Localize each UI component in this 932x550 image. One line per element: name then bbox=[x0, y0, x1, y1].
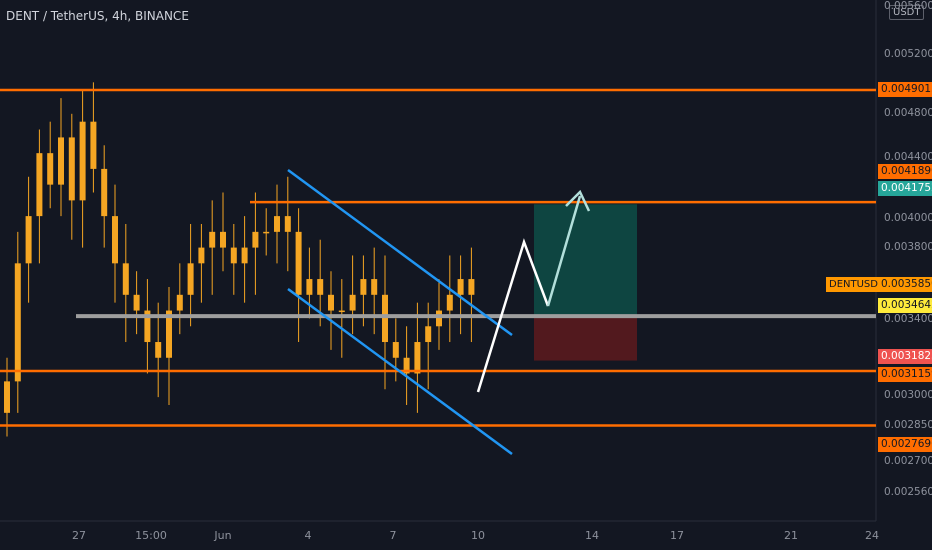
candle-body bbox=[4, 381, 10, 413]
candle-body bbox=[338, 310, 345, 313]
candle-body bbox=[36, 153, 43, 217]
target-tag: 0.0041752 bbox=[878, 181, 932, 196]
candle-body bbox=[371, 279, 378, 295]
stop-tag: 0.0031823 bbox=[878, 349, 932, 364]
candle-body bbox=[79, 121, 86, 201]
candle-body bbox=[198, 247, 205, 264]
x-tick: 24 bbox=[865, 529, 879, 542]
candle-body bbox=[68, 137, 75, 201]
candle-body bbox=[122, 263, 129, 295]
candle-body bbox=[274, 216, 280, 232]
candle-body bbox=[252, 231, 259, 248]
candle-body bbox=[112, 216, 118, 264]
candle-body bbox=[58, 137, 64, 185]
candle-body bbox=[349, 294, 356, 311]
candle-body bbox=[90, 121, 97, 169]
candle-body bbox=[317, 279, 324, 295]
x-tick: 17 bbox=[670, 529, 684, 542]
x-tick: 4 bbox=[304, 529, 312, 542]
candle-body bbox=[176, 294, 183, 311]
candle-body bbox=[403, 357, 410, 374]
candle-body bbox=[446, 294, 453, 311]
level-tag: 0.0027696 bbox=[878, 437, 932, 452]
candle-body bbox=[101, 168, 108, 217]
candle-body bbox=[295, 231, 302, 295]
candle-body bbox=[209, 231, 216, 248]
x-tick: Jun bbox=[214, 529, 232, 542]
candle-body bbox=[220, 231, 226, 248]
projection-path bbox=[476, 238, 550, 393]
x-tick: 27 bbox=[72, 529, 86, 542]
candle-body bbox=[306, 279, 313, 295]
channel-upper-line bbox=[287, 168, 513, 337]
candle-body bbox=[360, 279, 367, 295]
candle-body bbox=[14, 263, 21, 382]
stop-zone bbox=[534, 316, 637, 361]
x-tick: 14 bbox=[585, 529, 599, 542]
channel-lower-line bbox=[287, 287, 513, 456]
candle-body bbox=[47, 153, 54, 185]
candle-body bbox=[144, 310, 151, 343]
entry-tag: 0.0034642 bbox=[878, 298, 932, 313]
x-tick: 7 bbox=[389, 529, 397, 542]
candle-body bbox=[241, 247, 248, 264]
candle-body bbox=[25, 216, 32, 264]
candle-body bbox=[382, 294, 388, 343]
level-tag: 0.0049013 bbox=[878, 82, 932, 97]
projection-arrowhead bbox=[565, 189, 591, 212]
candle-body bbox=[187, 263, 194, 295]
currency-button[interactable]: USDT bbox=[889, 5, 925, 20]
candle-body bbox=[468, 279, 475, 295]
candle-body bbox=[284, 216, 291, 232]
x-tick: 21 bbox=[784, 529, 798, 542]
candle-body bbox=[328, 294, 334, 311]
candle-body bbox=[155, 342, 162, 358]
candle-body bbox=[230, 247, 237, 264]
candle-body bbox=[414, 342, 421, 374]
candle-body bbox=[133, 294, 140, 311]
x-tick: 10 bbox=[471, 529, 485, 542]
candle-body bbox=[457, 279, 464, 295]
candle-body bbox=[392, 342, 399, 358]
candle-body bbox=[263, 231, 270, 234]
candle-body bbox=[436, 310, 442, 327]
symbol-tag: DENTUSDT bbox=[826, 277, 888, 292]
projection-target-path bbox=[546, 195, 582, 307]
candle-body bbox=[425, 326, 432, 343]
candle-body bbox=[166, 310, 172, 358]
x-tick: 15:00 bbox=[135, 529, 167, 542]
level-tag: 0.0031159 bbox=[878, 367, 932, 382]
chart-title: DENT / TetherUS, 4h, BINANCE bbox=[6, 9, 189, 23]
